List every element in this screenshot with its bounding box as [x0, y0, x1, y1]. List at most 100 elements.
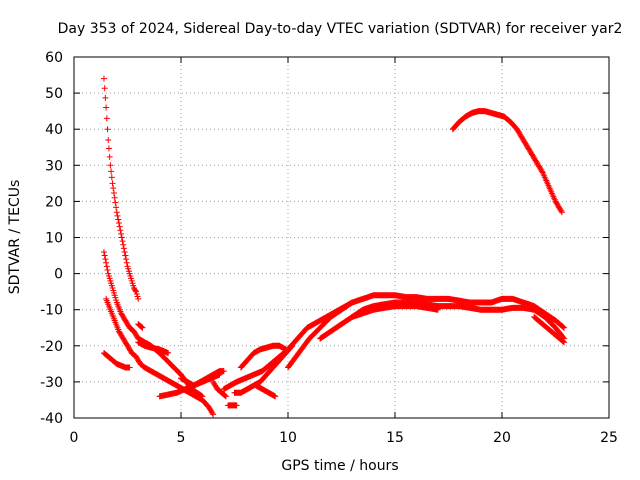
y-tick-label: -20: [40, 339, 63, 355]
series-track-10: [210, 378, 229, 400]
series-track-6: [135, 321, 146, 331]
data-point: [115, 216, 122, 223]
data-point: [434, 306, 441, 313]
data-point: [103, 115, 110, 122]
series-track-19: [531, 313, 568, 346]
data-point: [272, 393, 279, 400]
data-point: [118, 230, 125, 237]
series-track-11: [225, 402, 240, 409]
data-point: [114, 212, 121, 219]
y-tick-label: 50: [45, 86, 63, 102]
data-point: [103, 104, 110, 111]
data-point: [138, 323, 145, 330]
chart-title: Day 353 of 2024, Sidereal Day-to-day VTE…: [58, 21, 623, 37]
data-point: [115, 220, 122, 227]
data-point: [561, 339, 568, 346]
data-points: [100, 75, 568, 418]
data-point: [120, 241, 127, 248]
y-tick-label: 10: [45, 231, 63, 247]
data-point: [112, 199, 119, 206]
data-point: [222, 393, 229, 400]
data-point: [123, 256, 130, 263]
data-point: [117, 227, 124, 234]
x-tick-label: 15: [386, 430, 404, 446]
y-tick-label: -30: [40, 375, 63, 391]
data-point: [122, 252, 129, 259]
data-point: [165, 350, 172, 357]
data-point: [110, 189, 117, 196]
data-point: [209, 410, 216, 417]
grid: [74, 57, 609, 418]
data-point: [118, 234, 125, 241]
data-point: [108, 174, 115, 181]
data-point: [116, 223, 123, 230]
data-point: [560, 338, 567, 345]
data-point: [104, 126, 111, 133]
data-point: [138, 324, 145, 331]
x-tick-label: 5: [177, 430, 186, 446]
y-tick-label: 20: [45, 194, 63, 210]
data-point: [103, 263, 110, 270]
data-point: [135, 295, 142, 302]
data-point: [560, 324, 567, 331]
data-point: [113, 204, 120, 211]
data-point: [126, 364, 133, 371]
y-tick-label: 40: [45, 122, 63, 138]
axis-ticks: 0 5 10 15 20 25 -40 -30 -20 -10 0 10 20 30 40 50 60: [40, 50, 618, 446]
data-point: [109, 180, 116, 187]
data-point: [559, 337, 566, 344]
data-point: [282, 346, 289, 353]
data-point: [132, 287, 139, 294]
x-tick-label: 20: [493, 430, 511, 446]
y-tick-label: 60: [45, 50, 63, 66]
data-point: [120, 245, 127, 252]
plot-frame: [73, 56, 610, 419]
series-track-7: [135, 339, 172, 357]
data-point: [108, 168, 115, 175]
data-point: [119, 238, 126, 245]
data-point: [106, 153, 113, 160]
data-point: [101, 252, 108, 259]
series-track-20: [449, 108, 565, 216]
data-point: [288, 343, 295, 350]
data-point: [102, 94, 109, 101]
data-point: [210, 411, 217, 418]
data-point: [101, 85, 108, 92]
series-track-5: [100, 350, 133, 371]
data-point: [104, 266, 111, 273]
data-point: [289, 342, 296, 349]
y-tick-label: -10: [40, 303, 63, 319]
series-track-18: [349, 303, 441, 320]
data-point: [105, 137, 112, 144]
series-track-1: [100, 75, 129, 259]
data-point: [558, 208, 565, 215]
data-point: [100, 248, 107, 255]
series-track-14: [237, 342, 289, 371]
data-point: [538, 168, 545, 175]
data-point: [111, 194, 118, 201]
data-point: [123, 259, 130, 266]
data-point: [107, 162, 114, 169]
series-track-13: [231, 342, 296, 396]
y-tick-label: -40: [40, 411, 63, 427]
data-point: [561, 324, 568, 331]
x-tick-label: 10: [279, 430, 297, 446]
y-tick-label: 30: [45, 158, 63, 174]
data-point: [113, 209, 120, 216]
data-point: [110, 185, 117, 192]
data-point: [139, 324, 146, 331]
data-point: [221, 392, 228, 399]
series-track-4: [103, 295, 217, 418]
x-axis-label: GPS time / hours: [281, 458, 398, 474]
data-point: [558, 209, 565, 216]
data-point: [100, 75, 107, 82]
data-point: [102, 256, 109, 263]
data-point: [103, 259, 110, 266]
x-tick-label: 0: [70, 430, 79, 446]
y-tick-label: 0: [54, 267, 63, 283]
data-point: [220, 368, 227, 375]
series-track-2: [122, 252, 142, 302]
data-point: [105, 145, 112, 152]
data-point: [233, 402, 240, 409]
